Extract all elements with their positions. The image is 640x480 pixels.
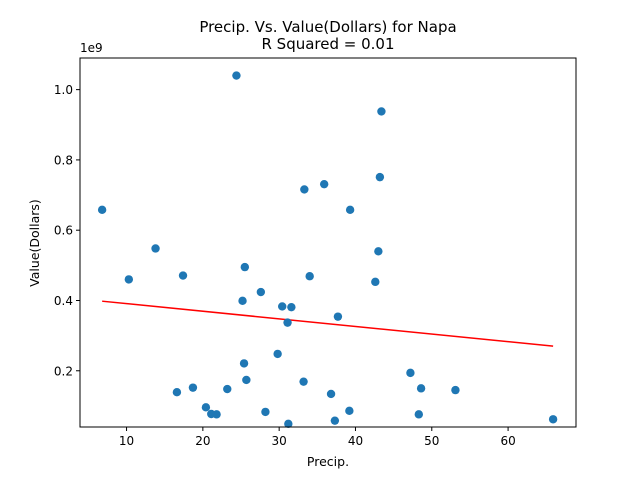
- chart-title: Precip. Vs. Value(Dollars) for Napa: [199, 18, 456, 36]
- chart-subtitle: R Squared = 0.01: [261, 35, 394, 53]
- x-tick-label: 20: [195, 434, 210, 448]
- scatter-point: [299, 377, 308, 386]
- scatter-point: [172, 388, 182, 397]
- y-axis-ticks: 0.2 0.4 0.6 0.8 1.0: [54, 83, 80, 378]
- scatter-point: [319, 179, 329, 189]
- scatter-point: [305, 272, 314, 281]
- x-tick-label: 30: [272, 434, 287, 448]
- scatter-point: [188, 383, 198, 392]
- scatter-point: [377, 107, 386, 116]
- scatter-point: [242, 375, 251, 385]
- scatter-point: [283, 318, 292, 327]
- x-tick-label: 60: [500, 434, 515, 448]
- scatter-point: [345, 406, 354, 416]
- data-points: [97, 71, 558, 429]
- scatter-point: [451, 385, 460, 395]
- scatter-point: [300, 185, 309, 194]
- x-tick-label: 10: [119, 434, 134, 448]
- scatter-point: [333, 312, 343, 321]
- scatter-point: [345, 205, 355, 215]
- scatter-point: [416, 384, 426, 393]
- scatter-point: [548, 415, 558, 424]
- scatter-point: [223, 384, 232, 394]
- scatter-point: [406, 368, 415, 378]
- scatter-point: [374, 247, 383, 256]
- scatter-point: [284, 419, 293, 429]
- scatter-point: [124, 275, 134, 284]
- scatter-point: [240, 262, 250, 272]
- scatter-point: [273, 349, 282, 359]
- scatter-point: [256, 287, 266, 297]
- scatter-point: [201, 403, 211, 412]
- scatter-point: [330, 416, 340, 425]
- x-axis-ticks: 10 20 30 40 50 60: [119, 427, 516, 448]
- x-tick-label: 40: [348, 434, 363, 448]
- y-tick-label: 0.8: [54, 153, 73, 167]
- scatter-point: [326, 389, 336, 399]
- scatter-point: [375, 172, 385, 182]
- scatter-point: [238, 296, 247, 306]
- scatter-point: [212, 410, 221, 419]
- regression-line: [102, 300, 554, 347]
- plot-frame: [79, 57, 577, 428]
- y-tick-label: 0.6: [54, 224, 73, 238]
- scatter-point: [239, 359, 249, 368]
- scatter-point: [178, 271, 188, 280]
- x-tick-label: 50: [424, 434, 439, 448]
- scatter-point: [371, 277, 380, 287]
- scatter-point: [232, 71, 241, 80]
- scatter-point: [414, 410, 424, 419]
- x-axis-label: Precip.: [307, 454, 349, 469]
- y-tick-label: 0.2: [54, 364, 73, 378]
- scatter-point: [261, 407, 270, 417]
- scatter-point: [151, 244, 160, 253]
- y-tick-label: 0.4: [54, 294, 73, 308]
- regression-layer: [102, 300, 554, 347]
- y-tick-label: 1.0: [54, 83, 73, 97]
- scatter-point: [278, 302, 287, 311]
- y-axis-label: Value(Dollars): [27, 199, 42, 287]
- scatter-point: [97, 205, 107, 215]
- y-offset-label: 1e9: [80, 41, 103, 55]
- scatter-point: [287, 302, 296, 312]
